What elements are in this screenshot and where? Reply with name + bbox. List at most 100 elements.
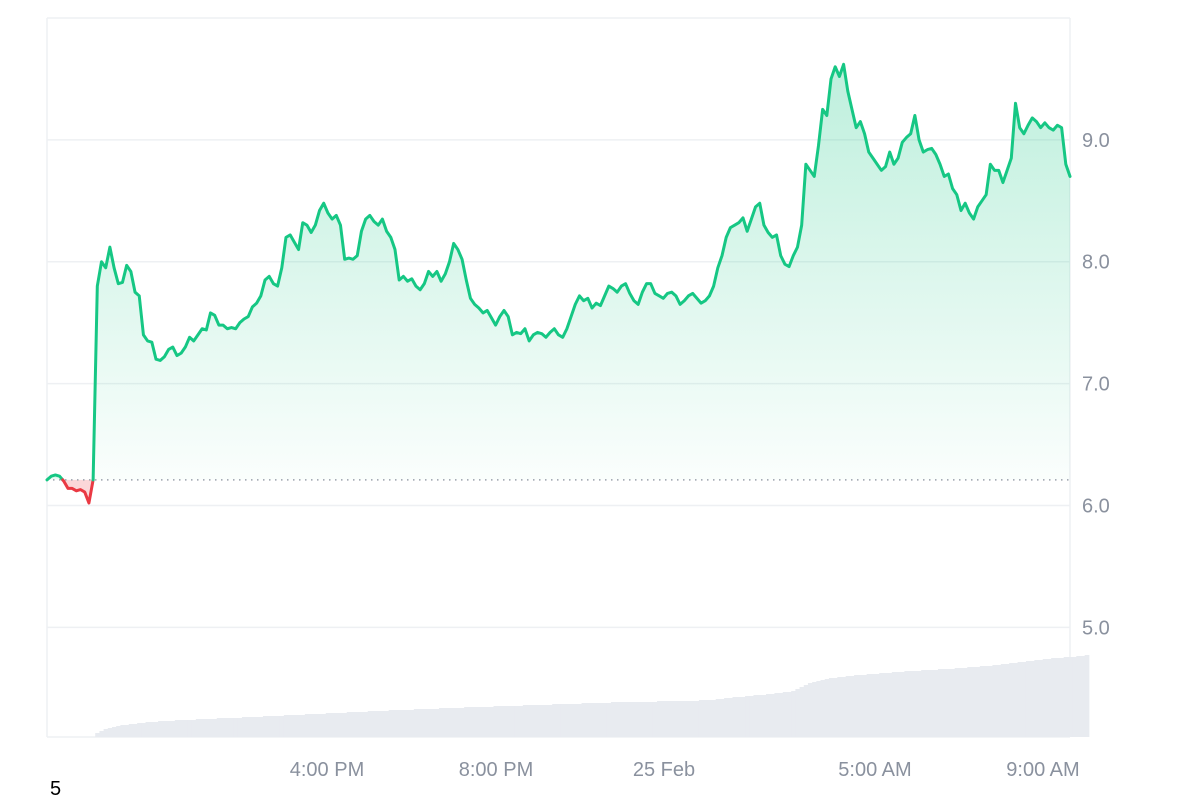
volume-bar	[535, 705, 541, 737]
volume-bar	[875, 674, 880, 737]
volume-bar	[904, 671, 910, 737]
volume-bar	[338, 713, 344, 737]
volume-bar	[153, 722, 159, 737]
volume-bar	[422, 709, 427, 737]
volume-bar	[1051, 658, 1056, 737]
volume-bar	[409, 710, 415, 737]
volume-bar	[602, 703, 608, 737]
volume-bar	[166, 721, 172, 737]
volume-bar	[996, 665, 1002, 737]
volume-bar	[581, 703, 587, 737]
volume-bar	[137, 723, 142, 737]
volume-bar	[837, 677, 843, 737]
volume-bar	[1025, 661, 1031, 737]
volume-bar	[120, 725, 126, 737]
volume-bar	[1042, 659, 1048, 737]
volume-bar	[288, 715, 293, 737]
volume-bar	[568, 704, 574, 737]
volume-bar	[279, 716, 285, 737]
volume-bar	[1055, 658, 1061, 737]
volume-bar	[439, 708, 444, 737]
volume-bar	[342, 713, 348, 737]
price-line	[45, 62, 1072, 505]
volume-bar	[426, 709, 432, 737]
volume-bar	[556, 704, 562, 737]
volume-bar	[610, 702, 616, 737]
volume-bar	[459, 708, 465, 737]
volume-bar	[753, 695, 759, 737]
volume-bar	[380, 711, 386, 737]
volume-bar	[418, 709, 423, 737]
volume-bar	[958, 668, 964, 737]
volume-bar	[191, 720, 197, 737]
volume-bar	[334, 713, 339, 737]
volume-bar	[204, 719, 209, 737]
volume-bar	[1067, 657, 1073, 737]
volume-bar	[786, 692, 792, 737]
volume-bar	[736, 697, 742, 737]
volume-bar	[476, 707, 482, 737]
volume-bar	[757, 695, 763, 737]
volume-bar	[275, 716, 281, 737]
volume-bar	[954, 668, 960, 737]
volume-bar	[371, 711, 377, 737]
y-tick-label: 8.0	[1082, 252, 1110, 274]
volume-bar	[950, 669, 956, 737]
volume-bar	[925, 670, 931, 737]
volume-bar	[493, 706, 499, 737]
volume-bar	[241, 717, 247, 737]
volume-bar	[183, 720, 188, 737]
volume-bar	[891, 672, 897, 737]
volume-bar	[1059, 658, 1065, 737]
x-tick-label: 5:00 AM	[838, 759, 911, 781]
volume-bar	[405, 710, 411, 737]
y-axis-ticks: 5.0 6.0 7.0 8.0 9.0	[1082, 130, 1110, 639]
volume-bar	[376, 711, 381, 737]
corner-label: 5	[50, 778, 62, 800]
volume-bar	[988, 666, 993, 737]
volume-bar	[321, 714, 327, 737]
volume-bar	[577, 704, 583, 737]
volume-bar	[250, 717, 256, 737]
volume-bar	[686, 701, 692, 737]
volume-bar	[971, 667, 977, 737]
volume-bar	[401, 710, 406, 737]
volume-bar	[732, 697, 738, 737]
volume-bar	[828, 678, 834, 737]
volume-bar	[468, 707, 474, 737]
volume-bar	[694, 701, 700, 737]
volume-bar	[485, 707, 490, 737]
volume-bar	[451, 708, 457, 737]
volume-bar	[963, 668, 968, 737]
volume-bar	[531, 705, 536, 737]
volume-bar	[883, 673, 889, 737]
volume-bar	[979, 666, 985, 737]
volume-bar	[522, 705, 528, 737]
volume-bar	[111, 727, 117, 737]
volume-bar	[325, 713, 331, 737]
volume-bar	[225, 718, 230, 737]
volume-bar	[854, 675, 859, 737]
volume-bar	[552, 704, 557, 737]
volume-bar	[749, 696, 754, 737]
volume-bar	[367, 711, 373, 737]
volume-bar	[1076, 656, 1081, 737]
volume-bar	[862, 675, 868, 737]
volume-bar	[887, 673, 893, 737]
volume-bar	[309, 714, 314, 737]
volume-bar	[707, 700, 713, 737]
volume-bar	[1013, 663, 1019, 737]
volume-bar	[1017, 662, 1023, 737]
volume-bar	[673, 701, 679, 737]
volume-bar	[397, 710, 402, 737]
y-tick-label: 6.0	[1082, 495, 1110, 517]
volume-bar	[640, 702, 645, 737]
volume-bar	[317, 714, 323, 737]
volume-bar	[313, 714, 318, 737]
volume-bar	[413, 709, 419, 737]
volume-bar	[99, 731, 105, 737]
x-tick-label: 4:00 PM	[290, 759, 364, 781]
volume-bar	[237, 718, 243, 737]
line-up	[45, 473, 65, 482]
line-down	[61, 478, 95, 505]
